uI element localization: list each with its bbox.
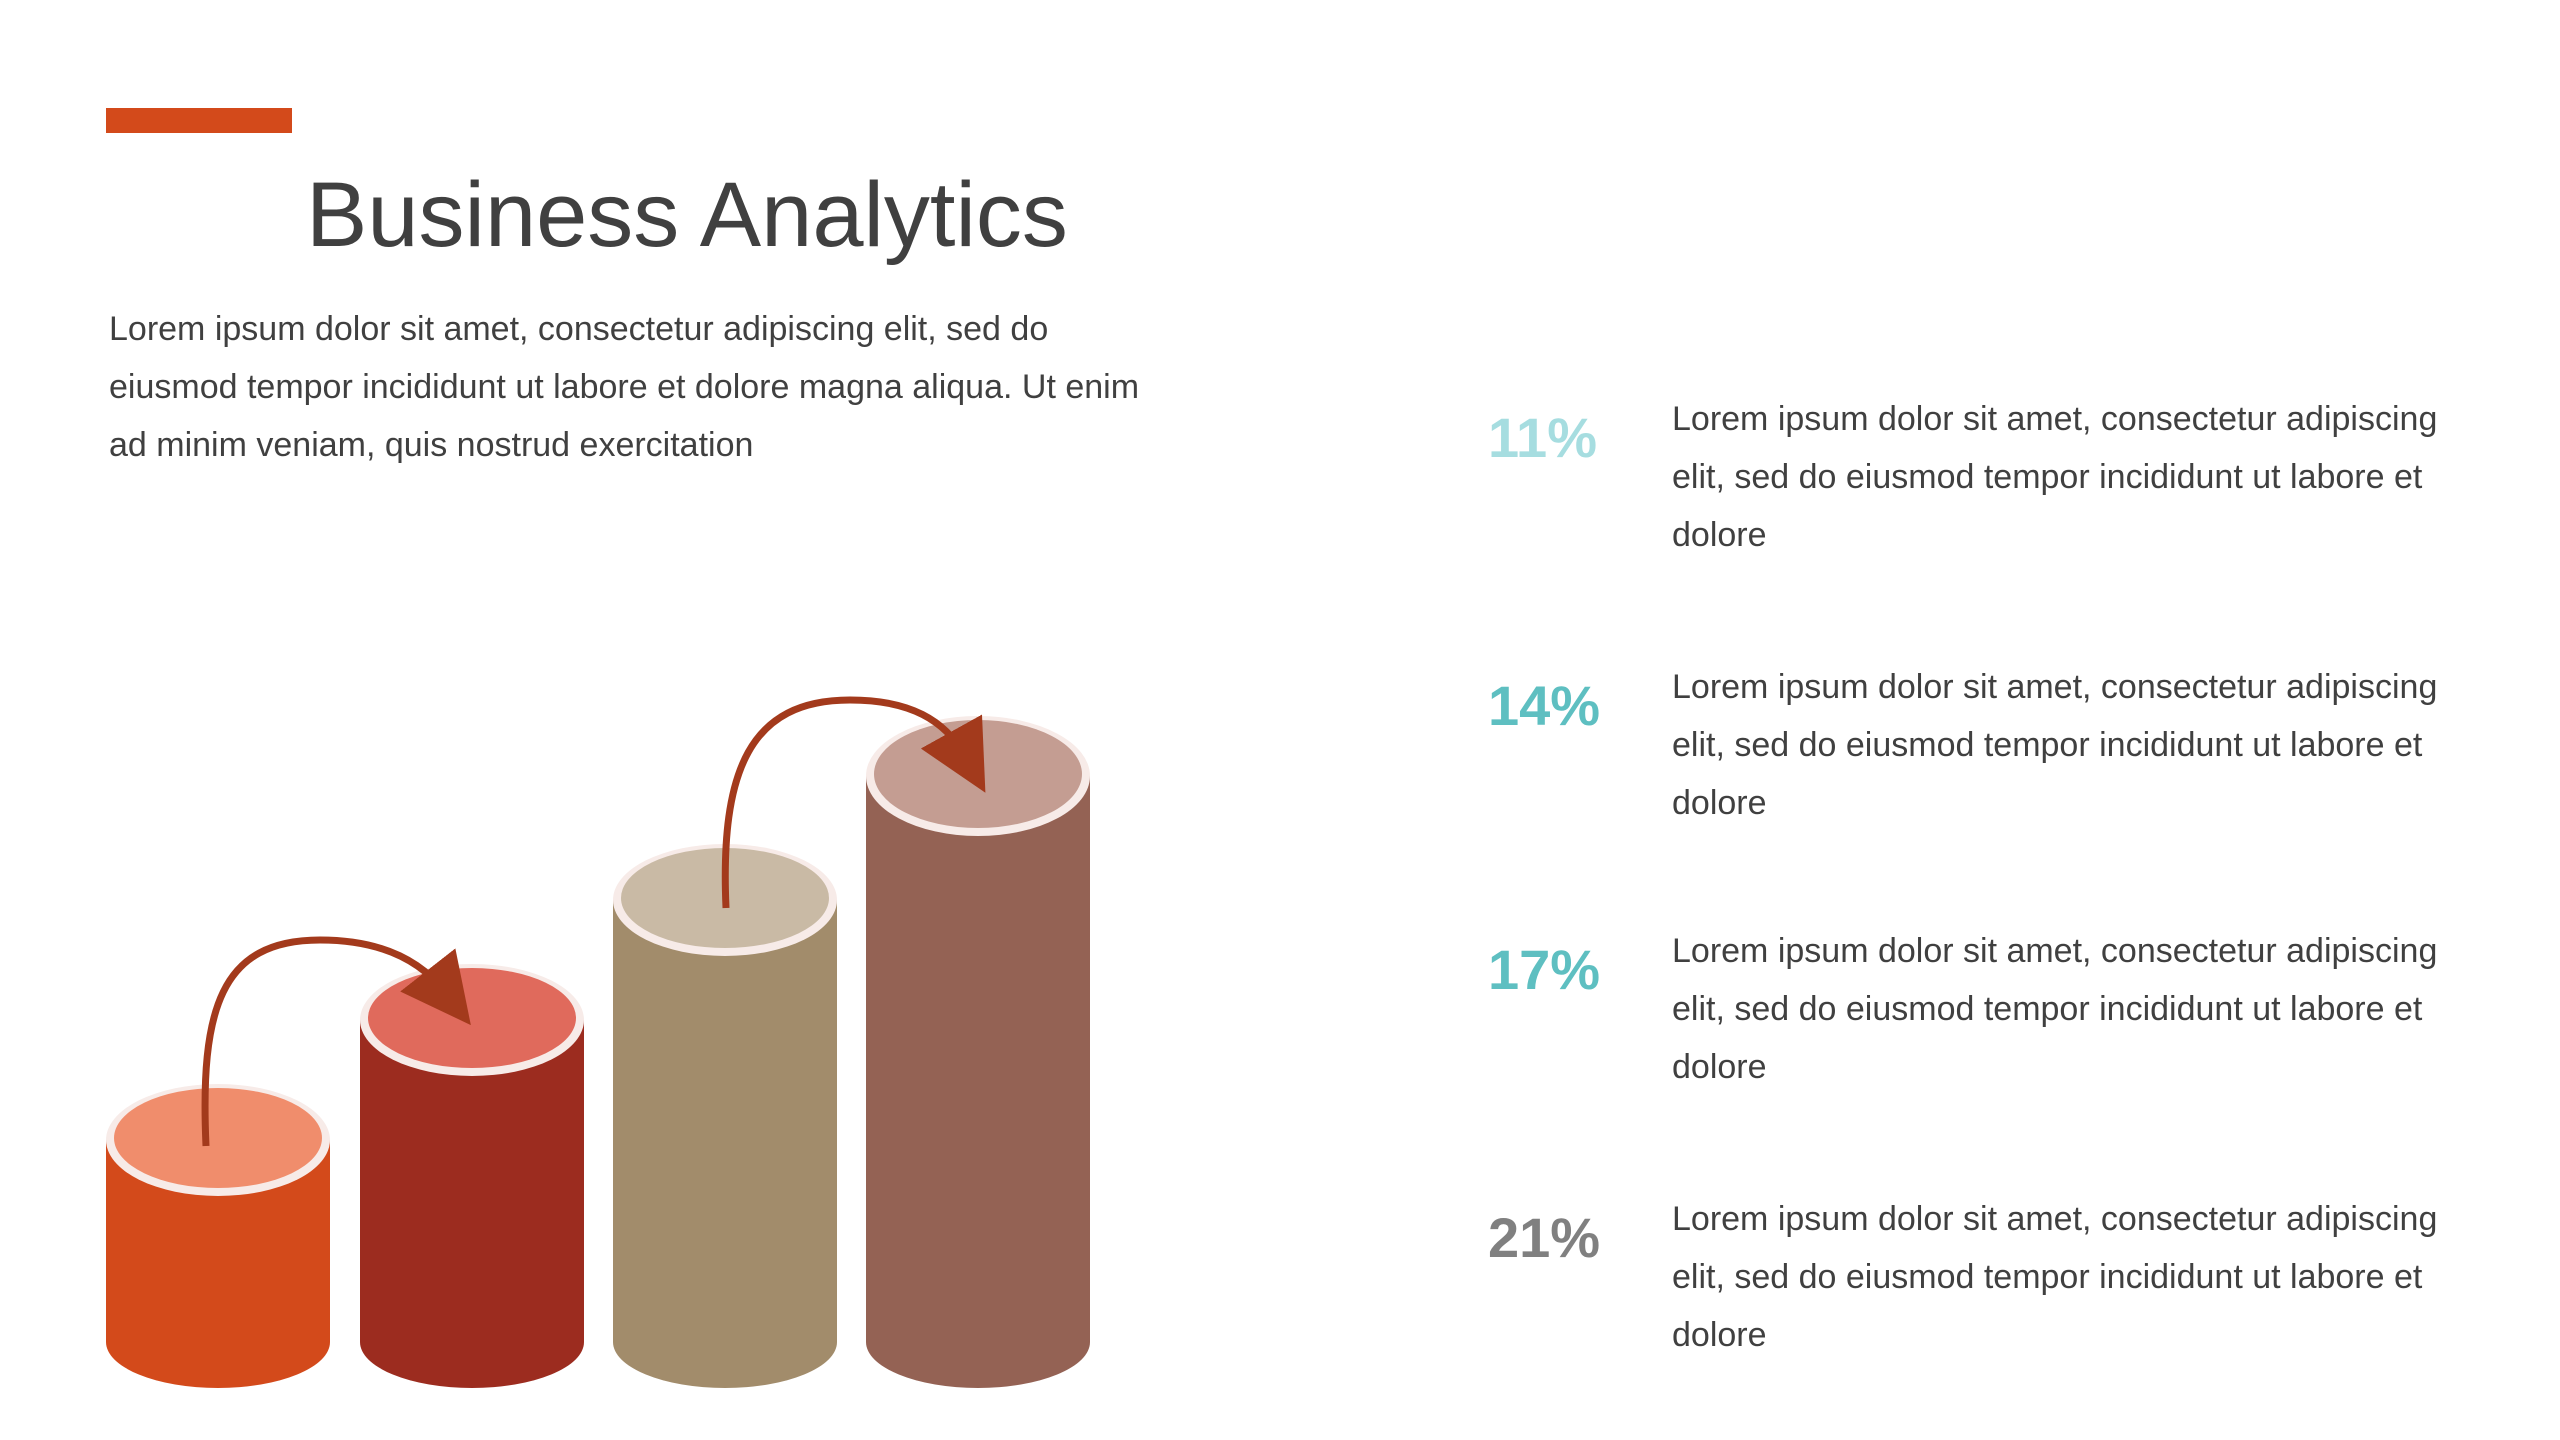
- cylinder-3-body: [613, 900, 837, 1388]
- cylinder-2-top: [368, 968, 576, 1068]
- stat-item: 17% Lorem ipsum dolor sit amet, consecte…: [1470, 922, 2490, 1112]
- cylinder-1: [106, 1084, 330, 1388]
- stat-percentage: 21%: [1488, 1206, 1601, 1269]
- stat-percentage: 14%: [1488, 674, 1601, 737]
- cylinder-3: [613, 844, 837, 1388]
- cylinder-4: [866, 716, 1090, 1388]
- stat-item: 14% Lorem ipsum dolor sit amet, consecte…: [1470, 658, 2490, 848]
- stat-percentage: 17%: [1488, 938, 1601, 1001]
- growth-arrow-1: [201, 936, 471, 1147]
- cylinder-2-body: [360, 1020, 584, 1388]
- accent-bar: [106, 108, 292, 133]
- page-title: Business Analytics: [306, 164, 1068, 266]
- cylinder-1-top: [114, 1088, 322, 1188]
- stat-description: Lorem ipsum dolor sit amet, consectetur …: [1672, 1200, 2438, 1354]
- growth-arrow-2: [721, 696, 986, 909]
- stat-description: Lorem ipsum dolor sit amet, consectetur …: [1672, 400, 2438, 554]
- stat-item: 11% Lorem ipsum dolor sit amet, consecte…: [1470, 390, 2490, 580]
- cylinder-4-body: [866, 776, 1090, 1388]
- intro-paragraph: Lorem ipsum dolor sit amet, consectetur …: [109, 310, 1140, 464]
- cylinder-4-top: [874, 720, 1082, 828]
- cylinder-1-body: [106, 1140, 330, 1388]
- stat-description: Lorem ipsum dolor sit amet, consectetur …: [1672, 932, 2438, 1086]
- stat-item: 21% Lorem ipsum dolor sit amet, consecte…: [1470, 1190, 2490, 1380]
- stat-description: Lorem ipsum dolor sit amet, consectetur …: [1672, 668, 2438, 822]
- cylinder-2: [360, 964, 584, 1388]
- stat-percentage: 11%: [1488, 406, 1597, 469]
